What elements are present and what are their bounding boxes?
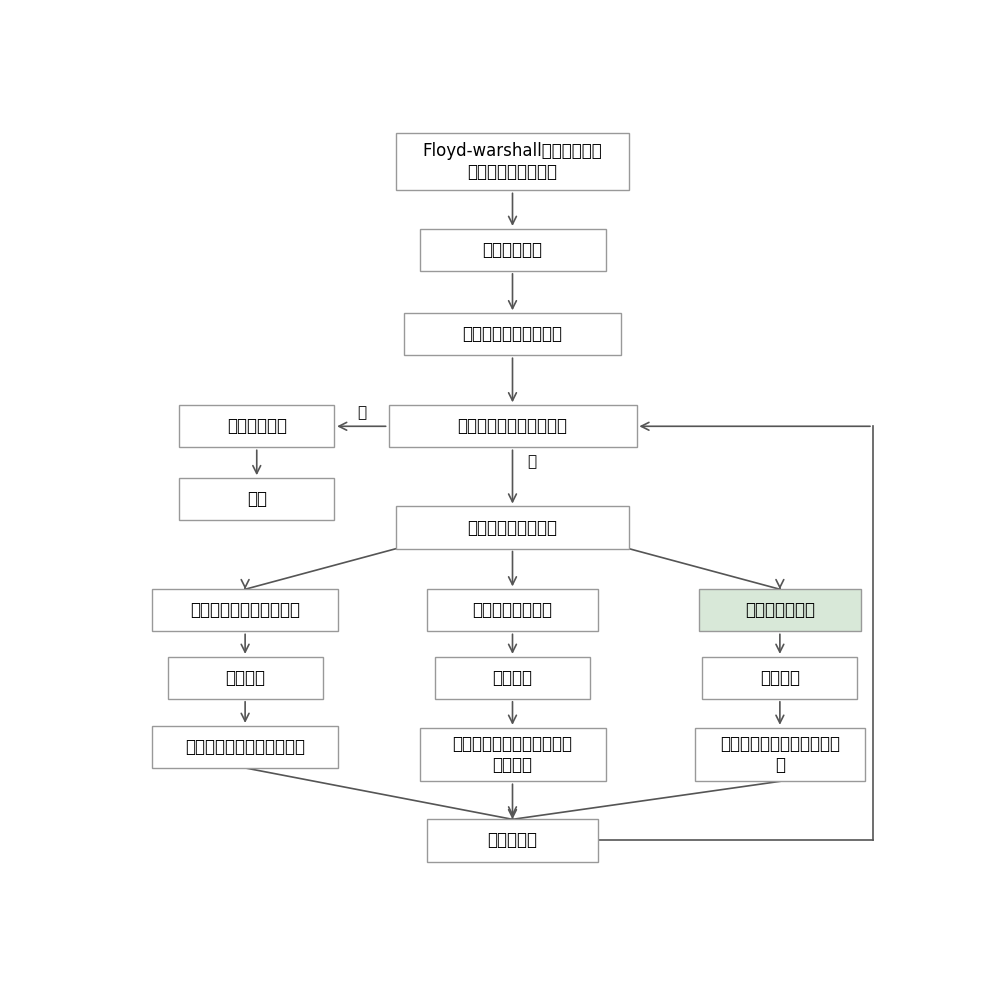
Text: 执行变异: 执行变异 [760, 669, 800, 687]
Text: 是: 是 [357, 405, 366, 420]
FancyBboxPatch shape [152, 726, 338, 768]
Text: 将变异后的个体添入新群体
中: 将变异后的个体添入新群体 中 [720, 735, 840, 774]
FancyBboxPatch shape [427, 820, 598, 862]
Text: Floyd-warshall算法求出任意
两个巡检点最短路径: Floyd-warshall算法求出任意 两个巡检点最短路径 [423, 142, 602, 181]
FancyBboxPatch shape [152, 590, 338, 631]
Text: 将交叉后的两个新个体添入
新群体中: 将交叉后的两个新个体添入 新群体中 [452, 735, 572, 774]
Text: 执行复制: 执行复制 [225, 669, 265, 687]
FancyBboxPatch shape [435, 656, 590, 699]
Text: 选择两个交叉个体: 选择两个交叉个体 [473, 602, 552, 620]
FancyBboxPatch shape [404, 313, 621, 356]
FancyBboxPatch shape [179, 478, 334, 520]
Text: 作为初始群体: 作为初始群体 [482, 241, 542, 259]
FancyBboxPatch shape [179, 405, 334, 447]
FancyBboxPatch shape [396, 132, 629, 190]
Text: 结束: 结束 [247, 490, 267, 508]
FancyBboxPatch shape [427, 590, 598, 631]
FancyBboxPatch shape [698, 590, 861, 631]
Text: 以概率选择遗传算子: 以概率选择遗传算子 [468, 519, 558, 537]
Text: 执行交叉: 执行交叉 [492, 669, 532, 687]
Text: 计算每个个体的适应值: 计算每个个体的适应值 [462, 326, 562, 344]
Text: 得出最优路径: 得出最优路径 [227, 417, 287, 435]
Text: 个体适应值是否达到阈值: 个体适应值是否达到阈值 [458, 417, 568, 435]
FancyBboxPatch shape [695, 728, 865, 782]
Text: 将复制的个体添入新群体中: 将复制的个体添入新群体中 [185, 738, 305, 756]
Text: 根据适应度选择复制个体: 根据适应度选择复制个体 [190, 602, 300, 620]
Text: 选择个体变异点: 选择个体变异点 [745, 602, 815, 620]
FancyBboxPatch shape [396, 506, 629, 549]
FancyBboxPatch shape [168, 656, 323, 699]
FancyBboxPatch shape [420, 229, 606, 271]
FancyBboxPatch shape [388, 405, 637, 447]
FancyBboxPatch shape [702, 656, 857, 699]
Text: 否: 否 [527, 454, 536, 469]
FancyBboxPatch shape [420, 728, 606, 782]
Text: 得到新群体: 得到新群体 [488, 832, 538, 850]
